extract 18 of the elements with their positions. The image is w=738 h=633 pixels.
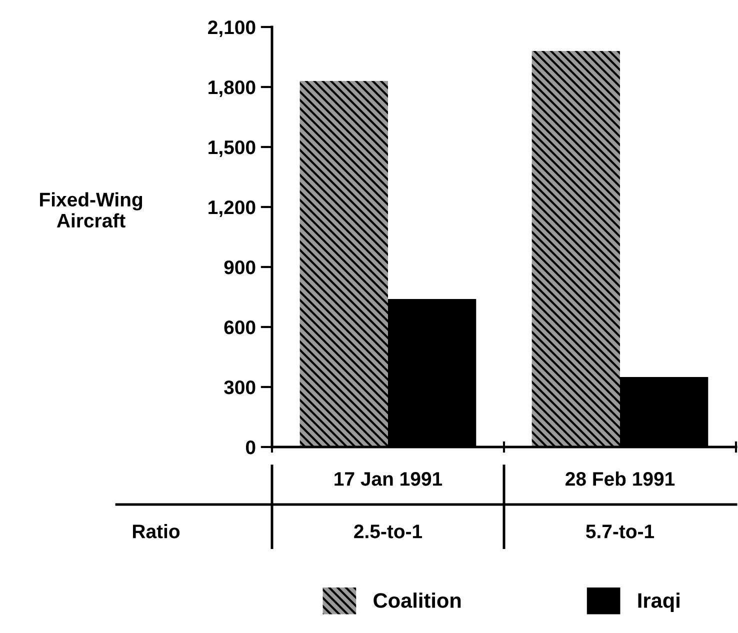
y-tick-label: 600 (224, 320, 256, 334)
y-tick-label: 1,800 (208, 80, 256, 98)
bar (532, 51, 620, 447)
text: 2.5-to-1 (354, 524, 422, 538)
legend-label: Coalition (374, 592, 461, 608)
bar (300, 81, 388, 447)
x-tick-label: 17 Jan 1991 (334, 472, 442, 486)
y-axis-title: Fixed-Wing Aircraft (40, 192, 142, 228)
legend-label: Iraqi (638, 592, 680, 612)
y-tick-label: 2,100 (208, 20, 256, 38)
y-tick-label: 300 (224, 380, 256, 394)
y-tick-label: 1,500 (208, 140, 256, 158)
y-tick-label: 0 (246, 440, 256, 454)
text: 5.7-to-1 (586, 524, 654, 538)
y-tick-label: 900 (224, 260, 256, 274)
x-tick-label: 28 Feb 1991 (566, 472, 675, 486)
text: Ratio (132, 524, 180, 538)
y-tick-label: 1,200 (208, 200, 256, 218)
